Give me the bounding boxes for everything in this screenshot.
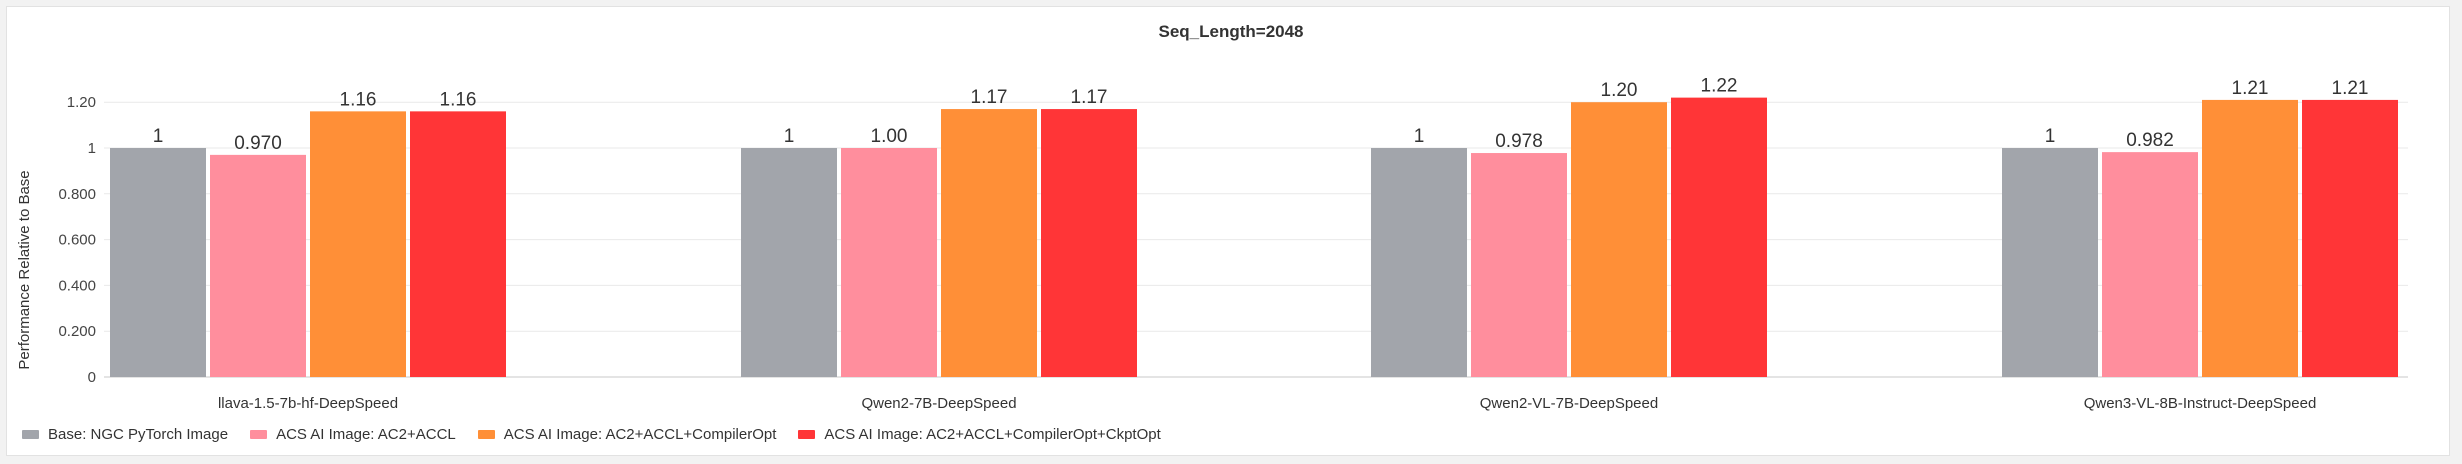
bar[interactable] <box>1571 102 1667 377</box>
bar[interactable] <box>410 111 506 378</box>
legend-label: Base: NGC PyTorch Image <box>48 425 229 443</box>
x-category-label: Qwen3-VL-8B-Instruct-DeepSpeed <box>2084 395 2317 412</box>
x-category-label: Qwen2-7B-DeepSpeed <box>861 395 1016 412</box>
bar[interactable] <box>2102 152 2198 377</box>
data-label: 0.970 <box>234 133 282 154</box>
x-category-label: Qwen2-VL-7B-DeepSpeed <box>1480 395 1658 412</box>
data-label: 1.17 <box>971 87 1008 108</box>
bar[interactable] <box>310 111 406 378</box>
data-label: 1.16 <box>440 89 477 110</box>
y-tick-label: 0.600 <box>58 232 96 249</box>
legend-label: ACS AI Image: AC2+ACCL+CompilerOpt+CkptO… <box>824 425 1161 443</box>
data-label: 1.21 <box>2232 78 2269 99</box>
data-label: 1.22 <box>1701 76 1738 97</box>
bar[interactable] <box>1371 148 1467 377</box>
legend-label: ACS AI Image: AC2+ACCL <box>276 425 456 443</box>
x-category-label: llava-1.5-7b-hf-DeepSpeed <box>218 395 398 412</box>
bar[interactable] <box>1471 153 1567 377</box>
legend-swatch <box>250 429 268 439</box>
legend-swatch <box>477 429 495 439</box>
bar[interactable] <box>2302 99 2398 377</box>
y-axis-label: Performance Relative to Base <box>16 170 33 369</box>
y-tick-label: 0.200 <box>58 323 96 340</box>
bar[interactable] <box>2002 148 2098 377</box>
legend-item[interactable]: Base: NGC PyTorch Image <box>22 426 228 443</box>
data-label: 1.16 <box>340 89 377 110</box>
y-tick-label: 1 <box>88 140 96 157</box>
y-tick-label: 0 <box>88 369 96 386</box>
bar[interactable] <box>210 154 306 377</box>
legend-label: ACS AI Image: AC2+ACCL+CompilerOpt <box>503 425 777 443</box>
bar[interactable] <box>1041 109 1137 377</box>
data-label: 1.17 <box>1071 87 1108 108</box>
legend-item[interactable]: ACS AI Image: AC2+ACCL+CompilerOpt+CkptO… <box>798 425 1161 443</box>
bar[interactable] <box>941 109 1037 377</box>
data-label: 1.00 <box>871 126 908 147</box>
y-tick-label: 0.800 <box>58 186 96 203</box>
data-label: 1.21 <box>2332 78 2369 99</box>
legend-swatch <box>798 429 816 439</box>
data-label: 1 <box>153 126 164 147</box>
data-label: 1 <box>2045 126 2056 147</box>
bar[interactable] <box>110 148 206 377</box>
y-tick-label: 0.400 <box>58 277 96 294</box>
bar[interactable] <box>841 148 937 377</box>
data-label: 1 <box>784 126 795 147</box>
bar[interactable] <box>2202 99 2298 377</box>
data-label: 0.978 <box>1495 131 1543 152</box>
bar[interactable] <box>1671 97 1767 378</box>
legend-item[interactable]: ACS AI Image: AC2+ACCL <box>250 426 456 443</box>
data-label: 1 <box>1414 126 1425 147</box>
legend-swatch <box>22 429 39 439</box>
data-label: 1.20 <box>1601 80 1638 101</box>
y-tick-label: 1.20 <box>67 94 96 111</box>
data-label: 0.982 <box>2126 130 2174 151</box>
bar[interactable] <box>741 148 837 377</box>
legend-item[interactable]: ACS AI Image: AC2+ACCL+CompilerOpt <box>477 425 777 443</box>
chart-title: Seq_Length=2048 <box>1158 22 1304 41</box>
legend: Base: NGC PyTorch Image ACS AI Image: AC2… <box>22 424 1183 444</box>
